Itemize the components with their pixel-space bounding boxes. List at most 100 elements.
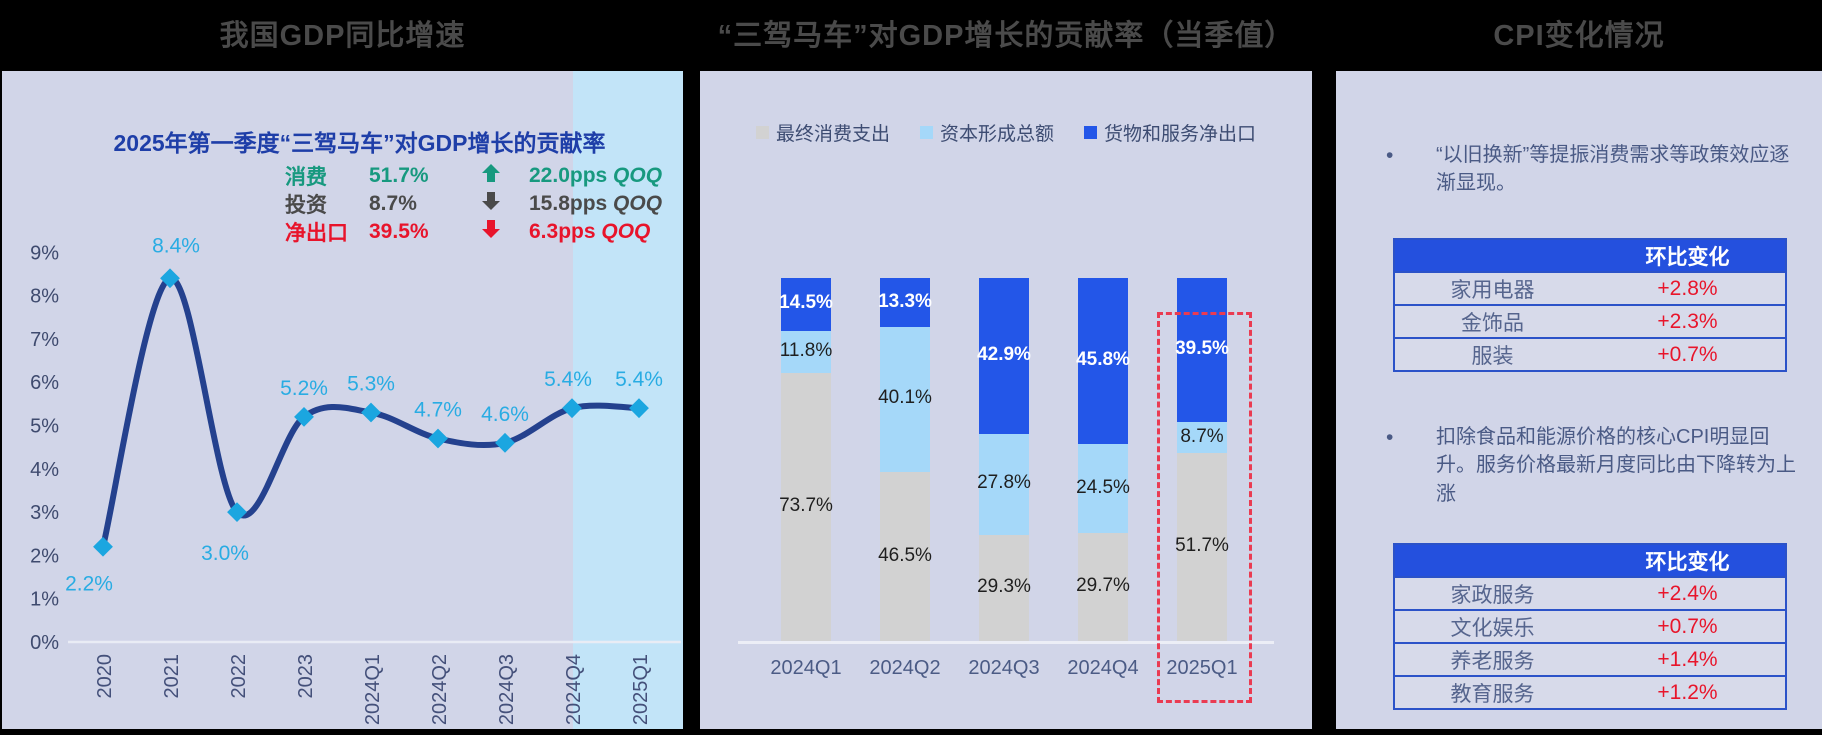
bar-value-label: 39.5% — [1175, 338, 1229, 360]
legend-arrow — [481, 191, 529, 217]
table-row-value: +0.7% — [1657, 342, 1718, 366]
gdp-inset-legend: 消费 51.7% 22.0pps QOQ 投资 8.7% 15.8pps QOQ 净出口 39… — [285, 161, 677, 245]
bar-value-label: 73.7% — [779, 495, 833, 517]
bar-segment — [1177, 453, 1227, 641]
table-row: 家用电器 +2.8% — [1395, 271, 1785, 304]
x-axis-tick: 2023 — [295, 654, 317, 699]
diamond-marker-icon — [562, 398, 582, 419]
table-row: 文化娱乐 +0.7% — [1395, 609, 1785, 642]
y-axis-tick: 0% — [30, 632, 59, 654]
legend-label: 货物和服务净出口 — [1104, 124, 1257, 145]
diamond-marker-icon — [428, 428, 448, 449]
bar-value-label: 42.9% — [977, 343, 1031, 365]
cpi-notes-panel: • “以旧换新”等提振消费需求等政策效应逐渐显现。 环比变化 家用电器 +2.8% 金… — [1336, 71, 1822, 729]
table-row-label: 服装 — [1471, 344, 1514, 368]
cpi-services-table: 环比变化 家政服务 +2.4% 文化娱乐 +0.7% 养老服务 +1.4% 教育服务 +1.2% — [1393, 543, 1787, 710]
bar-value-label: 51.7% — [1175, 535, 1229, 557]
table-row-value: +1.2% — [1657, 680, 1718, 704]
inset-legend-row: 投资 8.7% 15.8pps QOQ — [285, 189, 677, 217]
gdp-line-chart: 0% 1% 2% 3% 4% 5% 6% 7% 8% 9% 2020 2021 2022 2023 2024… — [30, 234, 681, 725]
table-row-label: 文化娱乐 — [1450, 616, 1535, 640]
cpi-bullet-2-text: 扣除食品和能源价格的核心CPI明显回升。服务价格最新月度同比由下降转为上涨 — [1436, 426, 1796, 505]
table-header-label: 环比变化 — [1645, 550, 1730, 574]
cpi-bullet-2: • 扣除食品和能源价格的核心CPI明显回升。服务价格最新月度同比由下降转为上涨 — [1386, 423, 1798, 508]
delta-value: 15.8pps — [529, 192, 614, 215]
y-axis-tick: 6% — [30, 372, 59, 394]
y-axis-tick: 4% — [30, 459, 59, 481]
qoq-suffix: QOQ — [613, 164, 663, 187]
y-axis-tick: 5% — [30, 416, 59, 438]
bullet-dot-icon: • — [1386, 426, 1394, 449]
highlight-stripe-2025q1 — [573, 71, 683, 729]
legend-metric-delta: 6.3pps QOQ — [529, 220, 677, 244]
table-row-label: 金饰品 — [1461, 311, 1524, 335]
bar-value-label: 27.8% — [977, 472, 1031, 494]
arrow-up-icon — [482, 164, 500, 182]
bar-value-label: 14.5% — [779, 292, 833, 314]
table-row-label: 家政服务 — [1450, 583, 1535, 607]
legend-metric-value: 51.7% — [369, 164, 429, 187]
legend-swatch-icon — [1084, 126, 1097, 139]
legend-metric-name: 投资 — [285, 194, 327, 217]
bar-segment — [1078, 533, 1128, 641]
table-row: 家政服务 +2.4% — [1395, 576, 1785, 609]
arrow-down-icon — [482, 192, 500, 210]
data-point-label: 8.4% — [152, 234, 200, 257]
legend-item: 货物和服务净出口 — [1084, 119, 1256, 146]
diamond-marker-icon — [294, 406, 314, 427]
bar-segment — [1177, 421, 1227, 454]
x-axis-line — [738, 641, 1274, 644]
x-axis-tick: 2022 — [228, 654, 250, 699]
table-row: 金饰品 +2.3% — [1395, 304, 1785, 337]
table-header-label: 环比变化 — [1645, 245, 1730, 269]
table-row-label: 教育服务 — [1450, 682, 1535, 706]
cpi-bullet-1: • “以旧换新”等提振消费需求等政策效应逐渐显现。 — [1386, 141, 1798, 198]
bar-segment — [1078, 444, 1128, 534]
bar-segment — [880, 326, 930, 473]
bar-segment — [880, 472, 930, 641]
table-row-value: +2.4% — [1657, 581, 1718, 605]
data-point-label: 4.6% — [481, 403, 529, 426]
delta-value: 22.0pps — [529, 164, 614, 187]
table-row-value: +0.7% — [1657, 614, 1718, 638]
table-header-row: 环比变化 — [1395, 240, 1785, 271]
cpi-goods-table: 环比变化 家用电器 +2.8% 金饰品 +2.3% 服装 +0.7% — [1393, 238, 1787, 372]
highlight-dashed-box-2025q1 — [1157, 312, 1252, 703]
table-row-label: 养老服务 — [1450, 649, 1535, 673]
legend-item: 资本形成总额 — [919, 119, 1054, 146]
cpi-bullet-1-text: “以旧换新”等提振消费需求等政策效应逐渐显现。 — [1436, 144, 1790, 195]
y-axis-tick: 7% — [30, 329, 59, 351]
legend-metric-name: 净出口 — [285, 222, 348, 245]
diamond-marker-icon — [361, 402, 381, 423]
table-header-row: 环比变化 — [1395, 545, 1785, 576]
bullet-dot-icon: • — [1386, 144, 1394, 167]
table-row: 服装 +0.7% — [1395, 337, 1785, 370]
legend-swatch-icon — [755, 126, 769, 139]
bar-segment — [979, 534, 1029, 641]
bar-category-label: 2025Q1 — [1166, 657, 1238, 679]
inset-legend-row: 消费 51.7% 22.0pps QOQ — [285, 161, 677, 189]
legend-metric-delta: 15.8pps QOQ — [529, 192, 677, 216]
x-axis-tick: 2024Q2 — [429, 654, 451, 725]
bar-segment — [880, 278, 930, 327]
bar-segment — [781, 330, 831, 374]
legend-metric-name: 消费 — [285, 166, 327, 189]
legend-metric-value: 39.5% — [369, 220, 429, 243]
legend-arrow — [481, 163, 529, 189]
troika-stacked-bar-panel: 最终消费支出 资本形成总额 货物和服务净出口 73.7% 11.8% 14.5% 2024… — [700, 71, 1312, 729]
data-point-label: 5.4% — [615, 368, 663, 391]
x-axis-tick: 2025Q1 — [630, 654, 652, 725]
diamond-marker-icon — [93, 536, 113, 557]
legend-label: 资本形成总额 — [939, 124, 1054, 145]
bar-category-label: 2024Q1 — [770, 657, 842, 679]
diamond-marker-icon — [495, 432, 515, 453]
x-axis-tick: 2024Q3 — [496, 654, 518, 725]
inset-legend-row: 净出口 39.5% 6.3pps QOQ — [285, 217, 677, 245]
legend-metric-delta: 22.0pps QOQ — [529, 164, 677, 188]
data-point-label: 3.0% — [201, 542, 249, 565]
bar-value-label: 29.7% — [1076, 575, 1130, 597]
bar-category-label: 2024Q4 — [1067, 657, 1139, 679]
bar-value-label: 8.7% — [1180, 425, 1224, 447]
data-point-label: 5.2% — [280, 377, 328, 400]
